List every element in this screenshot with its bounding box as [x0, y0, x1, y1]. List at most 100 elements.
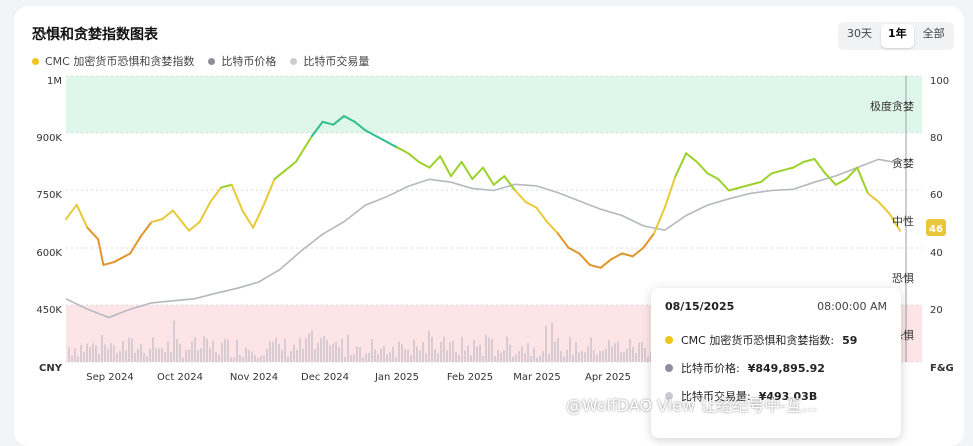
volume-bar [602, 350, 604, 362]
right-axis-unit: F&G [930, 363, 954, 374]
volume-bar [392, 346, 394, 362]
volume-bar [80, 345, 82, 362]
fg-line-segment [198, 200, 212, 223]
legend-item-fg[interactable]: CMC 加密货币恐惧和贪婪指数 [32, 53, 194, 69]
legend-dot-price [208, 57, 216, 65]
fg-line-segment [567, 246, 581, 255]
left-tick-450k: 450K [36, 305, 62, 316]
fg-line-segment [428, 155, 442, 169]
fg-line-segment [792, 160, 805, 169]
volume-bar [341, 338, 343, 362]
fg-line-segment [449, 160, 463, 178]
range-all-button[interactable]: 全部 [922, 27, 945, 40]
fg-line-segment [524, 200, 538, 209]
volume-bar [317, 342, 319, 362]
x-tick-mar-2025: Mar 2025 [513, 372, 561, 383]
x-tick-sep-2024: Sep 2024 [86, 372, 133, 383]
volume-bar [620, 352, 622, 362]
volume-bar [632, 347, 634, 362]
fg-line-segment [364, 129, 378, 138]
fg-line-segment [161, 209, 174, 221]
volume-bar [188, 349, 190, 362]
volume-bar [365, 353, 367, 362]
fg-line-segment [503, 175, 517, 192]
legend-dot-volume [290, 57, 298, 65]
volume-bar [575, 342, 577, 362]
fg-line-segment [353, 120, 367, 132]
x-tick-jan-2025: Jan 2025 [374, 372, 419, 383]
volume-bar [311, 330, 313, 362]
range-1y-button[interactable]: 1年 [881, 24, 914, 48]
volume-bar [218, 354, 220, 362]
volume-bar [308, 333, 310, 362]
volume-bar [452, 340, 454, 362]
volume-bar [119, 350, 121, 362]
volume-bar [629, 338, 631, 362]
volume-bar [419, 350, 421, 362]
volume-bar [107, 348, 109, 362]
volume-bar [467, 345, 469, 362]
volume-bar [557, 337, 559, 362]
volume-bar [335, 341, 337, 362]
volume-bar [494, 356, 496, 362]
volume-bar [146, 356, 148, 362]
fg-line-segment [460, 160, 474, 181]
volume-bar [233, 357, 235, 362]
tooltip-price-value: ¥849,895.92 [747, 361, 825, 375]
volume-bar [473, 339, 475, 362]
current-value-badge [926, 219, 946, 236]
left-tick-1m: 1M [47, 76, 62, 87]
tooltip: 08/15/2025 08:00:00 AM CMC 加密货币恐惧和贪婪指数: … [651, 288, 901, 438]
volume-bar [215, 352, 217, 362]
range-30d-button[interactable]: 30天 [847, 27, 872, 40]
zone-label-greed: 贪婪 [892, 156, 914, 170]
volume-bar [647, 356, 649, 362]
fg-line-segment [321, 120, 335, 126]
volume-bar [290, 351, 292, 362]
volume-bar [122, 340, 124, 362]
volume-bar [389, 352, 391, 362]
tooltip-fg-value: 59 [842, 333, 858, 347]
fg-line-segment [209, 186, 223, 203]
volume-bar [533, 347, 535, 362]
volume-bar [197, 350, 199, 362]
fg-line-segment [75, 203, 89, 229]
volume-bar [635, 353, 637, 362]
volume-bar [299, 338, 301, 362]
volume-bar [491, 338, 493, 362]
volume-bar [422, 341, 424, 362]
volume-bar [68, 347, 70, 362]
volume-bar [413, 339, 415, 362]
volume-bar [314, 348, 316, 362]
volume-bar [485, 334, 487, 362]
volume-bar [428, 330, 430, 362]
volume-bar [386, 354, 388, 362]
tooltip-dot-price [665, 364, 673, 372]
right-tick-80: 80 [930, 133, 943, 144]
chart-title: 恐惧和贪婪指数图表 [32, 27, 158, 43]
volume-bar [251, 351, 253, 362]
chart-svg[interactable]: 1M 900K 750K 600K 450K CNY 100 80 60 40 … [0, 0, 973, 434]
fg-line-segment [588, 263, 602, 269]
volume-bar [638, 342, 640, 362]
volume-bar [383, 345, 385, 362]
volume-bar [500, 352, 502, 362]
volume-bar [479, 344, 481, 362]
volume-bar [509, 344, 511, 362]
volume-bar [554, 341, 556, 362]
volume-bar [155, 348, 157, 362]
volume-bar [398, 341, 400, 362]
fg-line-segment [150, 218, 164, 223]
volume-bar [182, 357, 184, 362]
volume-bar [260, 356, 262, 362]
volume-bar [284, 338, 286, 362]
legend-item-price[interactable]: 比特币价格 [208, 53, 276, 69]
tooltip-date: 08/15/2025 [665, 300, 735, 313]
volume-bar [587, 346, 589, 362]
right-tick-60: 60 [930, 190, 943, 201]
x-tick-dec-2024: Dec 2024 [301, 372, 349, 383]
fg-line-segment [802, 158, 816, 163]
volume-bar [623, 352, 625, 362]
legend-item-volume[interactable]: 比特币交易量 [290, 53, 369, 69]
volume-bar [563, 356, 565, 362]
